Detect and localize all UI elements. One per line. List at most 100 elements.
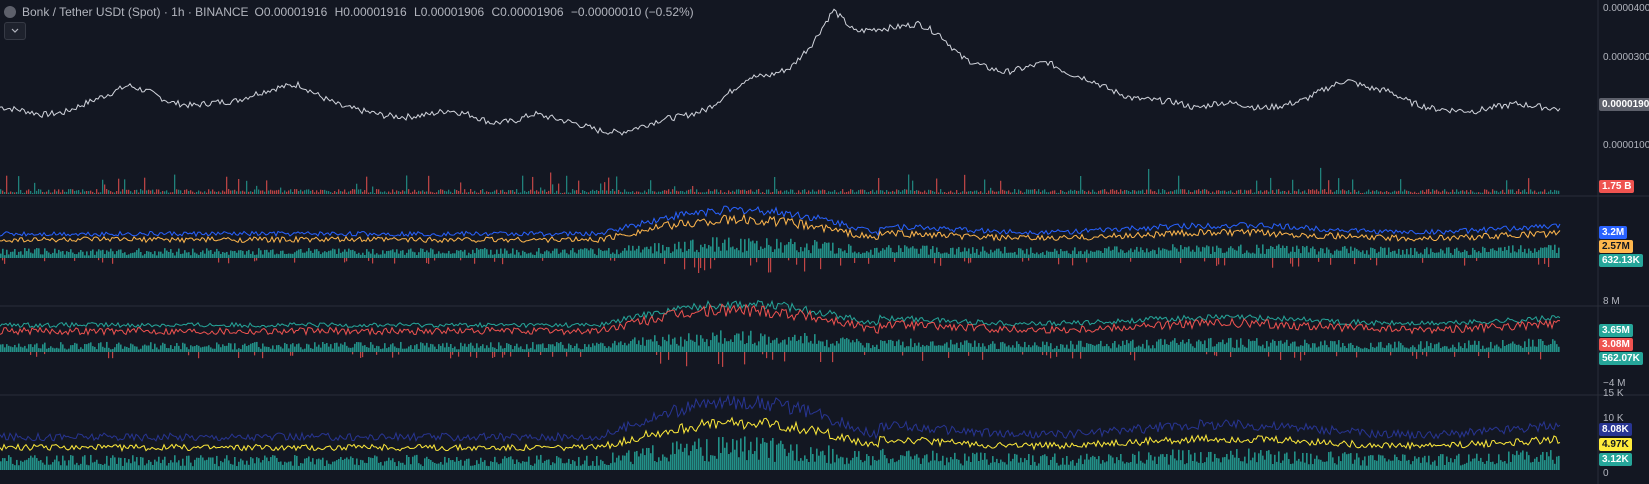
volume-bar — [1188, 190, 1190, 194]
pane3-badge-teal: 3.65M — [1599, 324, 1633, 337]
pane3-histogram-bar — [1188, 339, 1190, 352]
pane3-histogram-bar — [290, 344, 292, 352]
pane3-histogram-bar — [92, 346, 94, 352]
pane4-histogram-bar — [824, 455, 826, 470]
pane3-histogram-bar — [482, 344, 484, 352]
pane2-histogram-bar — [774, 249, 776, 258]
pane2-histogram-bar — [528, 253, 530, 258]
pane2-histogram-bar — [228, 254, 230, 258]
pane4-histogram-bar — [458, 460, 460, 470]
volume-bar — [650, 180, 652, 194]
pane4-histogram-bar — [812, 454, 814, 470]
pane4-histogram-bar — [1098, 456, 1100, 470]
pane3-histogram-bar — [1332, 341, 1334, 352]
pane2-histogram-bar — [1542, 247, 1544, 258]
pane2-histogram-bar — [264, 249, 266, 258]
pane4-histogram-bar — [226, 455, 228, 470]
volume-bar — [312, 189, 314, 194]
pane2-histogram-bar — [1464, 249, 1466, 258]
volume-bar — [1082, 189, 1084, 194]
volume-bar — [1186, 192, 1188, 194]
volume-bar — [330, 192, 332, 194]
pane2-histogram-bar-negative — [710, 258, 712, 269]
volume-bar — [1512, 189, 1514, 194]
volume-bar — [144, 177, 146, 194]
pane3-histogram-bar — [1550, 343, 1552, 352]
pane3-histogram-bar — [1482, 345, 1484, 352]
pane3-histogram-bar — [1518, 344, 1520, 352]
pane4-histogram-bar — [116, 463, 118, 470]
pane4-histogram-bar — [210, 457, 212, 470]
pane3-histogram-bar — [1454, 347, 1456, 352]
pane3-histogram-bar — [66, 349, 68, 352]
pane4-histogram-bar — [1084, 459, 1086, 470]
pane4-histogram-bar — [1312, 464, 1314, 470]
pane3-histogram-bar — [280, 346, 282, 352]
pane2-histogram-bar — [754, 243, 756, 258]
pane3-histogram-bar — [836, 341, 838, 352]
close-label: C — [491, 5, 501, 19]
volume-bar — [1278, 189, 1280, 194]
pane3-histogram-bar — [116, 343, 118, 352]
pane4-histogram-bar — [82, 456, 84, 470]
volume-bar — [888, 191, 890, 194]
pane3-histogram-bar — [646, 339, 648, 352]
pane4-histogram-bar — [738, 457, 740, 470]
pane3-histogram-bar — [1040, 347, 1042, 352]
volume-bar — [630, 192, 632, 194]
volume-bar — [1382, 192, 1384, 194]
pane2-histogram-bar — [94, 254, 96, 258]
pane4-histogram-bar — [656, 462, 658, 470]
pane3-histogram-bar — [808, 342, 810, 352]
pane4-histogram-bar — [240, 458, 242, 470]
pane2-histogram-bar — [500, 248, 502, 258]
pane4-histogram-bar — [1298, 458, 1300, 470]
pane2-histogram-bar — [246, 251, 248, 258]
volume-bar — [80, 192, 82, 194]
pane2-histogram-bar — [1538, 250, 1540, 258]
pane2-histogram-bar — [78, 252, 80, 258]
pane3-histogram-bar — [246, 346, 248, 352]
pane4-histogram-bar — [484, 460, 486, 470]
volume-bar — [1052, 190, 1054, 194]
pane2-histogram-bar — [1532, 252, 1534, 258]
pane3-histogram-bar — [228, 342, 230, 352]
pane3-histogram-bar — [770, 342, 772, 352]
pane4-histogram-bar — [60, 465, 62, 470]
pane2-histogram-bar — [138, 248, 140, 258]
pane2-histogram-bar — [506, 250, 508, 258]
pane4-histogram-bar — [308, 456, 310, 470]
pane2-histogram-bar — [724, 239, 726, 258]
pane3-histogram-bar — [878, 349, 880, 352]
pane3-histogram-bar — [954, 344, 956, 352]
pane2-histogram-bar — [384, 253, 386, 258]
pane3-histogram-bar — [724, 338, 726, 352]
pane3-histogram-bar — [440, 345, 442, 352]
pane2-histogram-bar — [962, 251, 964, 258]
volume-bar — [1006, 191, 1008, 194]
pane4-histogram-bar — [158, 456, 160, 470]
pane4-histogram-bar — [1226, 454, 1228, 470]
volume-bar — [338, 189, 340, 194]
pane2-histogram-bar — [730, 247, 732, 258]
pane4-histogram-bar — [1338, 456, 1340, 470]
pane2-histogram-bar — [1504, 246, 1506, 258]
volume-bar — [558, 183, 560, 194]
pane2-histogram-bar — [1206, 245, 1208, 258]
volume-bar — [1032, 189, 1034, 194]
pane4-histogram-bar — [782, 444, 784, 470]
pane4-histogram-bar — [588, 465, 590, 470]
volume-bar — [242, 190, 244, 194]
pane3-histogram-bar-negative — [1454, 352, 1456, 357]
pane2-histogram-bar — [1038, 254, 1040, 258]
pane3-badge-red: 3.08M — [1599, 338, 1633, 351]
pane2-histogram-bar — [248, 249, 250, 258]
pane3-histogram-bar — [1024, 341, 1026, 352]
pane3-histogram-bar — [1448, 348, 1450, 352]
pane3-histogram-bar — [1284, 342, 1286, 352]
pane4-histogram-bar — [530, 464, 532, 470]
symbol-title[interactable]: Bonk / Tether USDt (Spot) · 1h · BINANCE — [22, 5, 249, 19]
collapse-legend-button[interactable] — [4, 22, 26, 40]
volume-bar — [1160, 192, 1162, 194]
